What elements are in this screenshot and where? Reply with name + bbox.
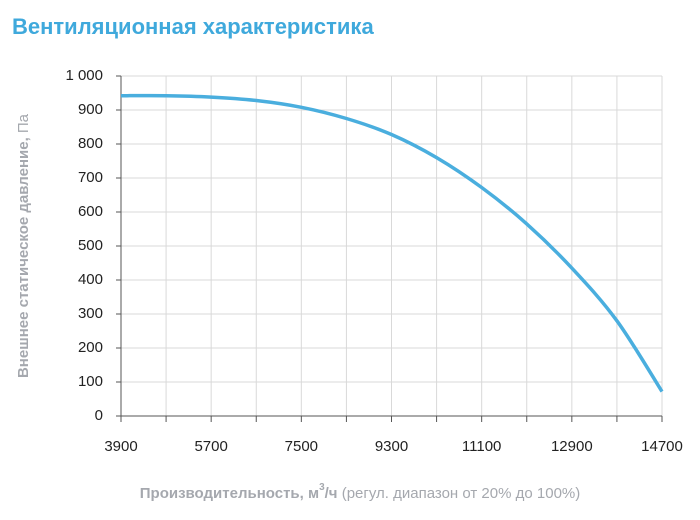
x-axis-label: Производительность, м3/ч (регул. диапазо…	[140, 482, 581, 502]
y-label-unit: Па	[15, 113, 32, 133]
y-axis-label: Внешнее статическое давление, Па	[15, 113, 32, 378]
y-tick-label: 0	[95, 407, 103, 424]
x-tick-label: 3900	[104, 438, 137, 455]
x-tick-label: 14700	[641, 438, 683, 455]
y-tick-label: 900	[78, 101, 103, 118]
y-tick-label: 600	[78, 203, 103, 220]
y-tick-label: 1 000	[65, 67, 103, 84]
x-tick-label: 11100	[462, 438, 502, 455]
x-label-unit: /ч	[325, 485, 338, 502]
x-label-sup: 3	[319, 482, 325, 493]
x-tick-label: 9300	[375, 438, 408, 455]
y-tick-label: 500	[78, 237, 103, 254]
chart-title: Вентиляционная характеристика	[12, 14, 374, 39]
y-tick-label: 700	[78, 169, 103, 186]
x-tick-label: 7500	[285, 438, 318, 455]
y-label-main: Внешнее статическое давление,	[15, 137, 32, 378]
curve	[120, 93, 664, 393]
y-tick-label: 100	[78, 373, 103, 390]
y-tick-label: 300	[78, 305, 103, 322]
y-tick-label: 200	[78, 339, 103, 356]
y-tick-label: 400	[78, 271, 103, 288]
x-label-main: Производительность, м	[140, 485, 319, 502]
x-label-note: (регул. диапазон от 20% до 100%)	[342, 485, 581, 502]
x-tick-label: 12900	[551, 438, 593, 455]
y-tick-label: 800	[78, 135, 103, 152]
x-tick-label: 5700	[194, 438, 227, 455]
